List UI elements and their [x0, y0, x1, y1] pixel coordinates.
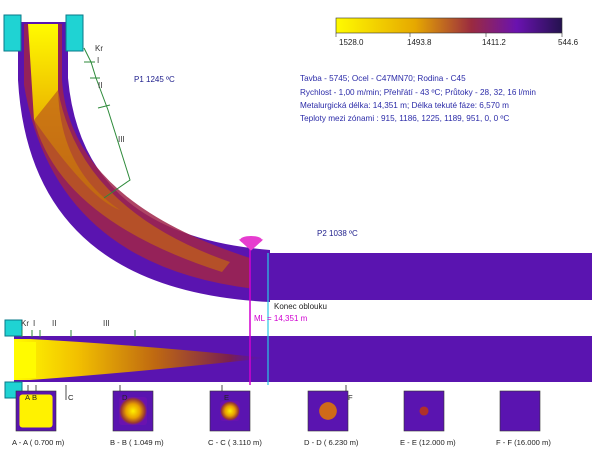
zone-label-ii: II: [98, 81, 103, 90]
cross-section-core-2: [220, 401, 240, 421]
zone-label-kr: Kr: [95, 44, 103, 53]
ml-value-label: ML = 14,351 m: [254, 314, 308, 323]
section-caption-d: D - D ( 6.230 m): [304, 438, 359, 447]
section-letter-f: F: [348, 393, 353, 402]
zone-tick: [97, 104, 111, 109]
section-letter-a: A: [25, 393, 31, 402]
zone-label-bottom-ii: II: [52, 319, 57, 328]
cross-section-core-0: [19, 394, 53, 428]
legend-label-3: 1411.2: [482, 38, 506, 47]
section-caption-a: A - A ( 0.700 m): [12, 438, 65, 447]
section-caption-c: C - C ( 3.110 m): [208, 438, 262, 447]
section-caption-f: F - F (16.000 m): [496, 438, 551, 447]
mold-right: [65, 14, 84, 52]
cross-section-5: [499, 390, 541, 432]
zone-label-iii: III: [118, 135, 125, 144]
mold-bottom-top: [4, 319, 23, 337]
cross-section-core-3: [319, 402, 337, 420]
info-speed-line: Rychlost - 1,00 m/min; Přehřátí - 43 ºC;…: [300, 88, 536, 97]
section-letter-b: B: [32, 393, 38, 402]
section-caption-e: E - E (12.000 m): [400, 438, 456, 447]
strand-longitudinal-hot: [14, 342, 36, 378]
zone-label-bottom-i: I: [33, 319, 36, 328]
info-zone-temps-line: Teploty mezi zónami : 915, 1186, 1225, 1…: [300, 114, 510, 123]
section-cut-lines: [27, 385, 347, 400]
legend-label-min: 544.6: [558, 38, 579, 47]
legend-label-max: 1528.0: [339, 38, 364, 47]
section-letter-d: D: [122, 393, 128, 402]
zone-label-i: I: [97, 56, 100, 65]
strand-arc-shell: [18, 22, 270, 302]
section-caption-b: B - B ( 1.049 m): [110, 438, 164, 447]
zone-outline: [83, 47, 131, 199]
legend-color-bar: [335, 17, 563, 34]
zone-label-bottom-kr: Kr: [21, 319, 29, 328]
section-letter-e: E: [224, 393, 230, 402]
strand-arc-hot-core: [28, 24, 120, 210]
point-p1-label: P1 1245 ºC: [134, 75, 175, 84]
legend-ticks: [335, 33, 563, 37]
end-of-arc-label: Konec oblouku: [274, 302, 327, 311]
ml-pointer-cap: [240, 236, 262, 244]
info-heat-line: Tavba - 5745; Ocel - C47MN70; Rodina - C…: [300, 74, 466, 83]
strand-straight: [250, 253, 592, 300]
cross-section-core-4: [419, 406, 429, 416]
info-metallurgical-line: Metalurgická délka: 14,351 m; Délka teku…: [300, 101, 509, 110]
cross-section-core-1: [118, 396, 148, 426]
zone-label-bottom-iii: III: [103, 319, 110, 328]
section-letter-c: C: [68, 393, 74, 402]
point-p2-label: P2 1038 ºC: [317, 229, 358, 238]
mold-left: [3, 14, 22, 52]
strand-arc-warm-band: [34, 90, 230, 272]
legend-label-2: 1493.8: [407, 38, 432, 47]
strand-longitudinal-core: [14, 339, 268, 380]
